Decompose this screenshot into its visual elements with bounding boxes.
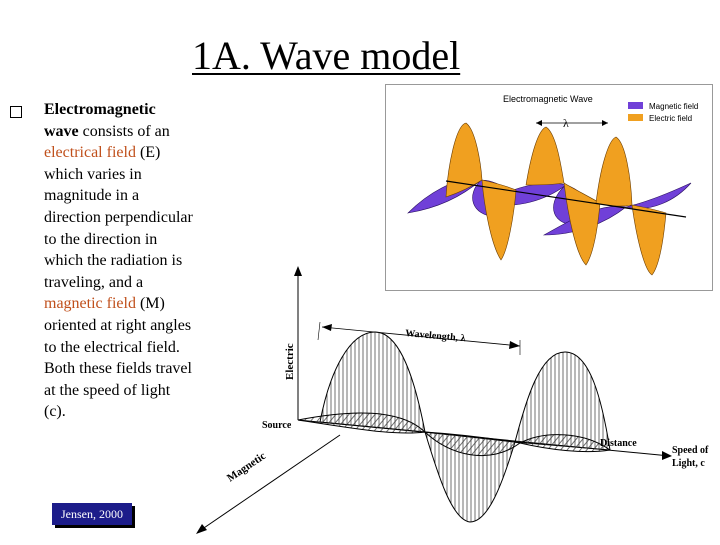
wave-propagation-diagram: Electric Magnetic Distance Source Speed … — [190, 260, 720, 545]
legend-electric-swatch — [628, 114, 643, 121]
arrowhead — [536, 120, 542, 126]
body-text-segment: (M) oriented at right angles to the elec… — [44, 295, 192, 421]
wave-propagation-svg: Electric Magnetic Distance Source Speed … — [196, 266, 709, 534]
magnetic-axis-label: Magnetic — [225, 450, 268, 485]
em-wave-diagram: Electromagnetic Wave Magnetic field Elec… — [385, 84, 713, 291]
legend-magnetic-swatch — [628, 102, 643, 109]
wavelength-arrow — [321, 326, 521, 347]
wavelength-tick — [317, 321, 321, 341]
bullet-marker — [10, 106, 22, 118]
electric-axis-label: Electric — [284, 343, 296, 380]
arrowhead — [602, 120, 608, 126]
wavelength-label: Wavelength, λ — [405, 328, 466, 344]
magnetic-wave — [297, 412, 612, 456]
term-magnetic-field: magnetic field — [44, 295, 136, 313]
magnetic-axis — [197, 434, 341, 533]
distance-label: Distance — [600, 438, 637, 449]
speed-label-line1: Speed of — [672, 445, 709, 456]
speed-label-line2: Light, c — [672, 458, 705, 469]
page-title: 1A. Wave model — [192, 33, 461, 78]
arrowhead — [294, 266, 302, 276]
body-text-segment: consists of an — [78, 122, 170, 140]
lambda-symbol: λ — [563, 116, 569, 130]
em-wave-svg: Electromagnetic Wave Magnetic field Elec… — [407, 94, 698, 276]
arrowhead — [196, 524, 207, 534]
diagram-title: Electromagnetic Wave — [503, 94, 593, 104]
arrowhead — [322, 324, 332, 331]
arrowhead — [662, 451, 672, 460]
electric-wave — [319, 331, 611, 523]
term-electromagnetic-wave: Electromagnetic wave — [44, 101, 156, 140]
term-electrical-field: electrical field — [44, 144, 136, 162]
citation-badge: Jensen, 2000 — [52, 503, 132, 525]
propagation-axis — [445, 180, 687, 218]
legend-electric-label: Electric field — [649, 114, 692, 123]
source-label: Source — [262, 420, 292, 431]
arrowhead — [509, 341, 520, 349]
body-paragraph: Electromagnetic wave consists of an elec… — [44, 99, 194, 423]
legend-magnetic-label: Magnetic field — [649, 102, 698, 111]
electric-field-lobes — [445, 122, 667, 276]
body-text-segment: (E) which varies in magnitude in a direc… — [44, 144, 193, 291]
